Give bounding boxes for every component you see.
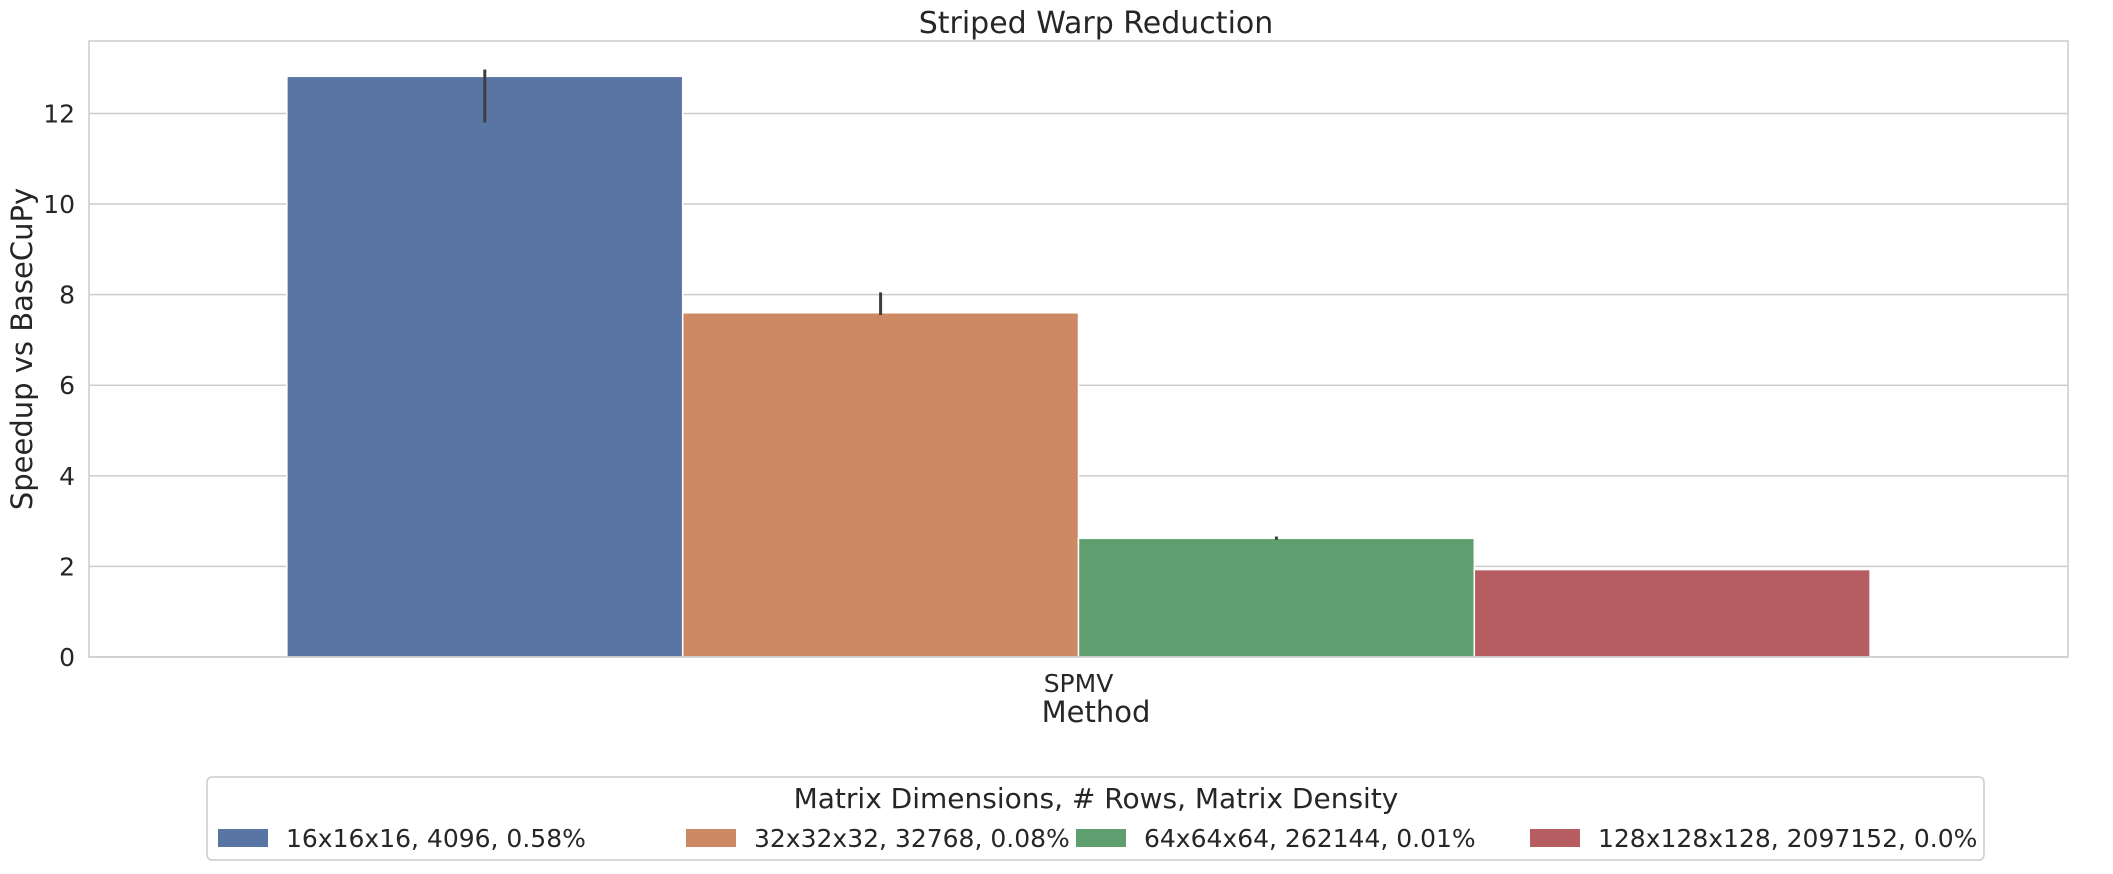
bar (681, 312, 1080, 658)
legend-swatch (686, 829, 736, 847)
y-tick-label: 2 (59, 552, 75, 581)
legend-title: Matrix Dimensions, # Rows, Matrix Densit… (794, 782, 1399, 815)
x-tick-label: SPMV (1044, 669, 1114, 698)
bar (1077, 537, 1476, 658)
bar (286, 75, 684, 658)
y-tick-label: 8 (59, 281, 75, 310)
legend-swatch (218, 829, 268, 847)
legend: Matrix Dimensions, # Rows, Matrix Densit… (206, 776, 1985, 861)
x-axis-label: Method (1042, 695, 1151, 729)
y-tick-labels: 0 2 4 6 8 10 12 (43, 99, 75, 672)
legend-label: 64x64x64, 262144, 0.01% (1144, 824, 1476, 853)
legend-items: 16x16x16, 4096, 0.58% 32x32x32, 32768, 0.… (218, 824, 1977, 853)
legend-swatch (1076, 829, 1126, 847)
y-tick-label: 0 (59, 643, 75, 672)
legend-swatch (1530, 829, 1580, 847)
error-bars (483, 69, 1278, 540)
y-tick-label: 4 (59, 462, 75, 491)
y-axis-label: Speedup vs BaseCuPy (5, 188, 39, 510)
bars (286, 75, 1871, 658)
y-tick-label: 10 (43, 190, 75, 219)
plot-frame (88, 40, 2069, 658)
x-tick-labels: SPMV (1044, 669, 1114, 698)
legend-label: 32x32x32, 32768, 0.08% (754, 824, 1070, 853)
y-tick-label: 6 (59, 371, 75, 400)
legend-label: 128x128x128, 2097152, 0.0% (1598, 824, 1977, 853)
legend-label: 16x16x16, 4096, 0.58% (286, 824, 586, 853)
bar (1473, 568, 1871, 658)
y-tick-label: 12 (43, 99, 75, 128)
chart-title: Striped Warp Reduction (919, 6, 1274, 41)
